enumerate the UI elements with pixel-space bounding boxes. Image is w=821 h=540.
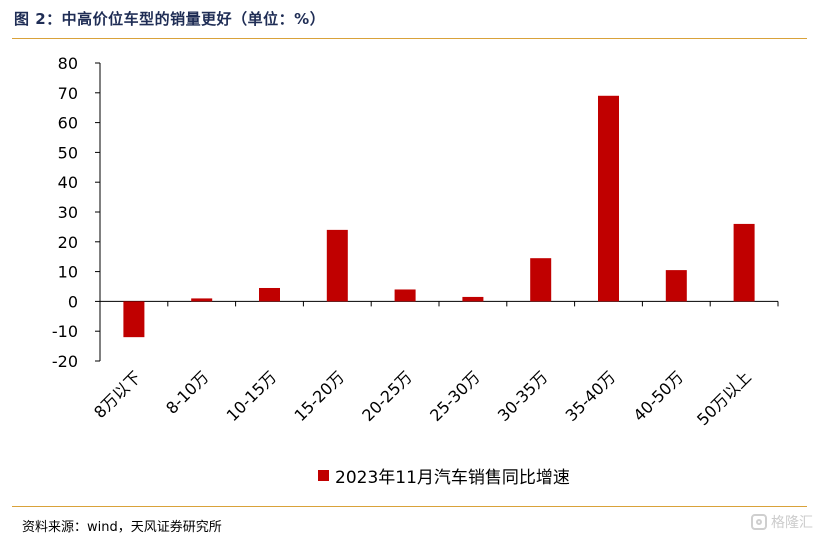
gelonghui-logo-icon: [751, 514, 767, 530]
bar: [598, 95, 619, 302]
y-tick-label: -20: [52, 352, 78, 371]
figure-title: 图 2：中高价位车型的销量更好（单位：%）: [14, 10, 326, 28]
y-tick-label: 0: [68, 292, 78, 311]
y-tick-label: 70: [58, 84, 78, 103]
y-tick-label: 40: [58, 173, 78, 192]
bar: [326, 229, 348, 302]
x-category-label: 25-30万: [426, 367, 484, 425]
y-tick-label: 20: [58, 233, 78, 252]
y-tick-label: -10: [52, 322, 78, 341]
y-tick-label: 50: [58, 143, 78, 162]
top-divider: [12, 38, 807, 39]
y-tick-label: 10: [58, 263, 78, 282]
bar: [394, 289, 416, 302]
y-tick-label: 30: [58, 203, 78, 222]
x-category-label: 35-40万: [562, 367, 620, 425]
bar: [530, 258, 552, 302]
bar: [191, 298, 213, 302]
x-category-label: 30-35万: [494, 367, 552, 425]
y-tick-label: 60: [58, 114, 78, 133]
x-category-label: 8万以下: [90, 367, 145, 422]
bottom-divider: [12, 506, 807, 507]
watermark: 格隆汇: [751, 512, 813, 532]
legend-swatch: [318, 470, 329, 481]
x-category-label: 8-10万: [162, 367, 212, 417]
x-category-label: 10-15万: [223, 367, 281, 425]
y-tick-label: 80: [58, 54, 78, 73]
bar: [123, 301, 145, 338]
bar: [665, 270, 687, 302]
x-category-label: 15-20万: [290, 367, 348, 425]
x-category-label: 50万以上: [693, 367, 755, 429]
chart-legend: 2023年11月汽车销售同比增速: [318, 463, 570, 488]
bar: [733, 223, 755, 302]
bar: [259, 287, 280, 302]
x-category-label: 20-25万: [358, 367, 416, 425]
bar: [462, 296, 484, 302]
source-note: 资料来源：wind，天风证券研究所: [22, 520, 222, 535]
legend-label: 2023年11月汽车销售同比增速: [335, 468, 570, 488]
x-category-label: 40-50万: [629, 367, 687, 425]
watermark-text: 格隆汇: [771, 515, 813, 531]
